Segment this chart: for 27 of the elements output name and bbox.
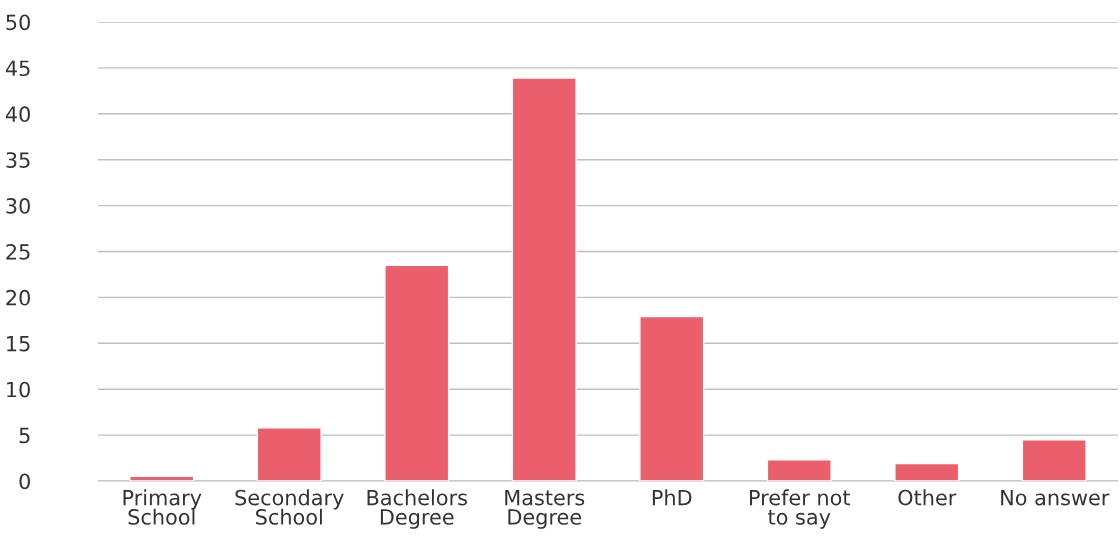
x-tick-label: Primary School: [123, 489, 202, 525]
y-tick-label: 20: [6, 289, 30, 306]
y-tick-label: 30: [6, 198, 30, 214]
x-tick-label: Masters Degree: [505, 489, 585, 529]
bar: [129, 475, 195, 481]
y-tick-label: 15: [7, 336, 30, 352]
y-tick-label: 45: [5, 60, 30, 77]
x-tick-label: Other: [898, 489, 957, 506]
bar: [1021, 438, 1087, 481]
bar: [511, 77, 577, 481]
bar: [639, 315, 705, 481]
bar: [256, 427, 322, 481]
y-tick-label: 0: [19, 473, 30, 490]
y-tick-label: 25: [6, 243, 30, 260]
y-tick-label: 40: [5, 106, 30, 123]
y-tick-label: 5: [19, 427, 30, 444]
bar: [384, 264, 450, 481]
bar: [894, 462, 960, 481]
x-tick-label: Prefer not to say: [750, 489, 851, 529]
bar: [766, 459, 832, 481]
y-tick-label: 35: [6, 152, 30, 168]
x-tick-label: PhD: [652, 489, 692, 506]
y-tick-label: 10: [7, 381, 30, 398]
x-tick-label: Secondary School: [235, 489, 344, 525]
x-tick-label: No answer: [1001, 489, 1110, 506]
y-tick-label: 50: [6, 14, 30, 31]
x-tick-label: Bachelors Degree: [367, 489, 467, 529]
